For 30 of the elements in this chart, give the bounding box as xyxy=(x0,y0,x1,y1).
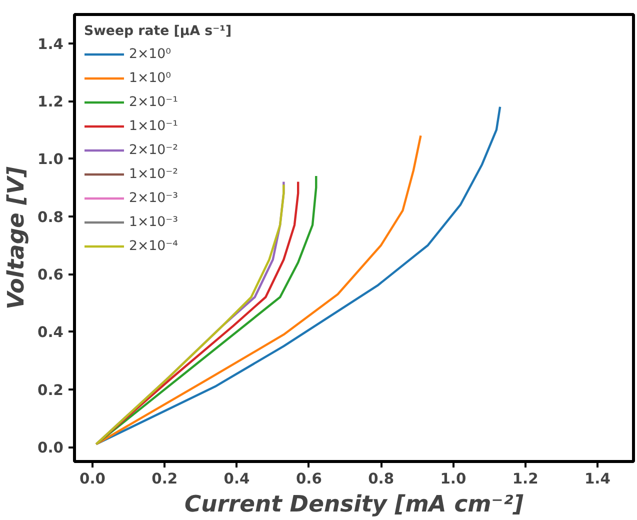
legend-label: 2×10⁻³ xyxy=(129,190,178,206)
y-tick-label: 0.0 xyxy=(38,440,64,457)
legend-label: 2×10⁻⁴ xyxy=(129,238,178,254)
x-tick-label: 1.2 xyxy=(512,470,538,488)
x-tick-label: 1.0 xyxy=(440,470,466,488)
y-tick-label: 1.0 xyxy=(38,151,64,168)
x-tick-label: 1.4 xyxy=(584,470,610,488)
legend-label: 2×10⁻¹ xyxy=(129,94,178,110)
y-tick-label: 0.2 xyxy=(38,382,64,399)
y-tick-label: 0.8 xyxy=(38,208,64,226)
y-tick-label: 1.2 xyxy=(38,94,64,111)
x-tick-label: 0.4 xyxy=(224,470,250,488)
line-series xyxy=(95,134,422,446)
y-tick-label: 1.4 xyxy=(38,36,64,53)
y-axis-title: Voltage [V] xyxy=(4,166,30,310)
legend-label: 1×10⁻¹ xyxy=(129,118,178,134)
y-tick-label: 0.4 xyxy=(38,324,64,342)
x-tick-label: 0.2 xyxy=(152,470,178,488)
y-tick-label: 0.6 xyxy=(38,266,64,284)
x-axis-title: Current Density [mA cm⁻²] xyxy=(184,492,524,518)
legend-label: 1×10⁻³ xyxy=(129,214,178,230)
x-tick-label: 0.8 xyxy=(368,470,394,488)
legend-title: Sweep rate [μA s⁻¹] xyxy=(84,24,232,39)
x-tick-label: 0.6 xyxy=(296,470,322,488)
line-series xyxy=(95,106,502,446)
legend-label: 1×10⁻² xyxy=(129,166,178,182)
legend-label: 1×10⁰ xyxy=(129,70,171,86)
legend-label: 2×10⁻² xyxy=(129,142,178,158)
x-tick-label: 0.0 xyxy=(80,470,106,488)
legend-label: 2×10⁰ xyxy=(129,46,171,62)
